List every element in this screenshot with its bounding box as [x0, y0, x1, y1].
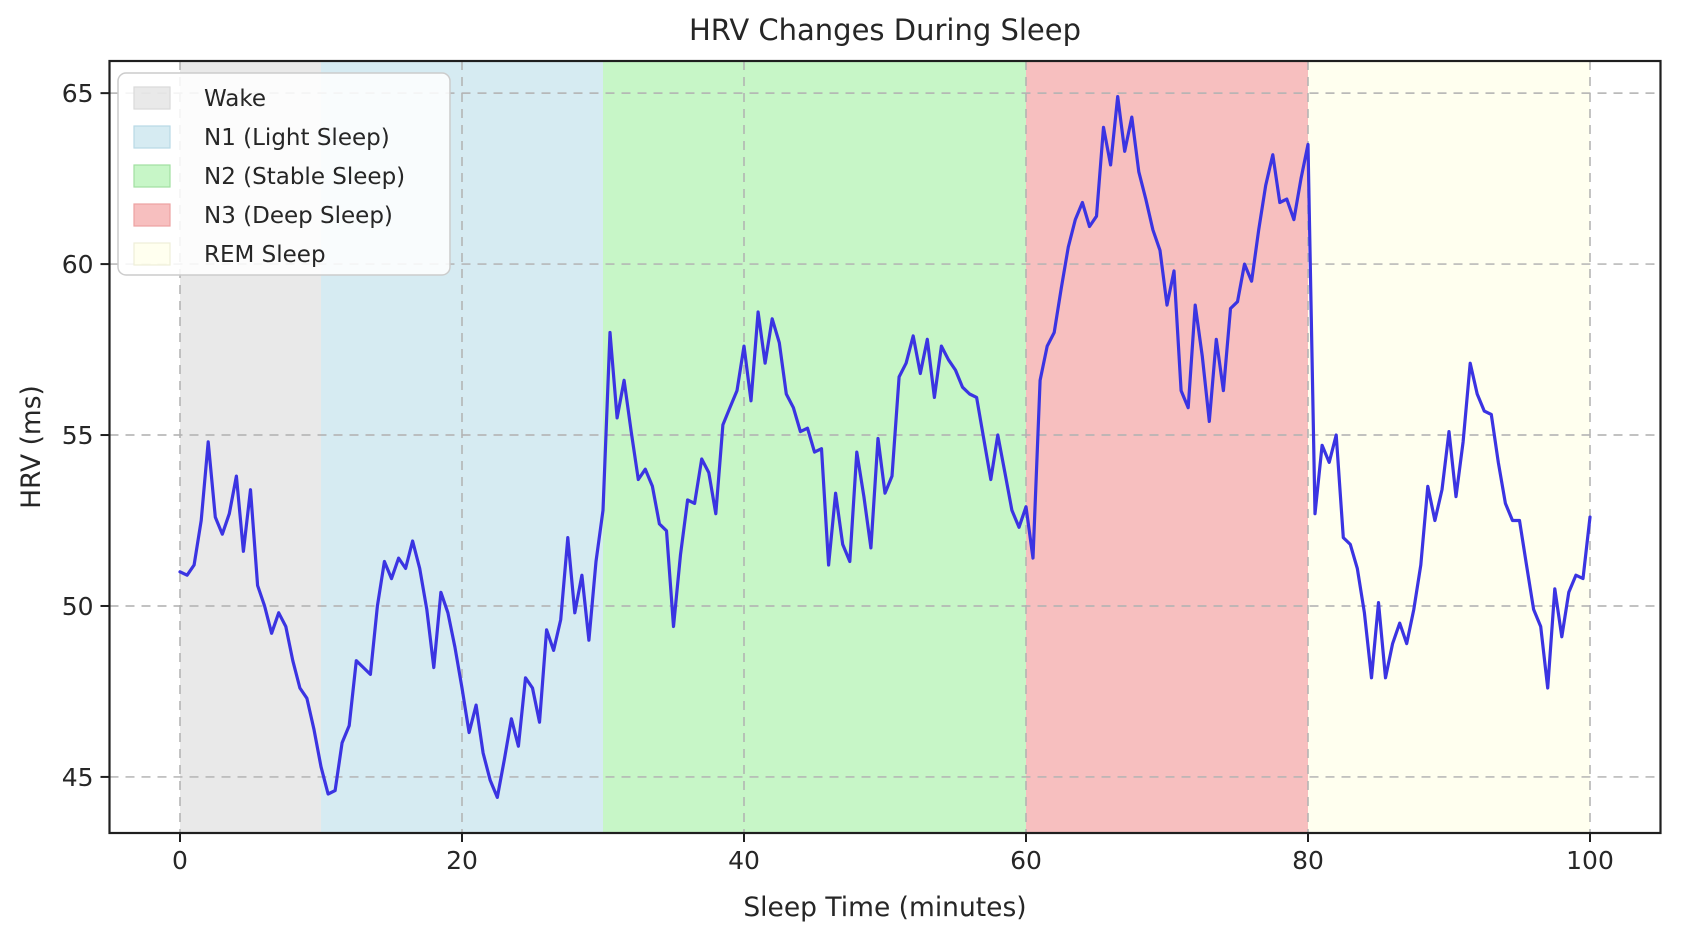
series-layer [178, 94, 1592, 800]
legend-swatch-rem [133, 242, 171, 266]
axes-frame [108, 59, 1662, 835]
y-tick-label-50: 50 [62, 592, 94, 621]
axes-frame-layer [108, 59, 1662, 835]
legend-item-rem: REM Sleep [133, 242, 326, 268]
x-tick-label-40: 40 [728, 846, 760, 875]
y-tick-label-65: 65 [62, 79, 94, 108]
legend-label-rem: REM Sleep [204, 242, 326, 268]
legend-swatch-n3 [133, 203, 171, 227]
y-tick-label-55: 55 [62, 421, 94, 450]
legend-swatch-n2 [133, 164, 171, 188]
legend-item-n2: N2 (Stable Sleep) [133, 164, 405, 190]
legend-item-n1: N1 (Light Sleep) [133, 125, 390, 151]
legend-box [117, 72, 451, 276]
legend-label-n2: N2 (Stable Sleep) [204, 164, 405, 190]
ticks-layer: 0 20 40 60 80 100 45 50 55 60 65 [62, 79, 1614, 875]
x-tick-label-60: 60 [1010, 846, 1042, 875]
x-tick-label-0: 0 [172, 846, 188, 875]
y-tick-label-45: 45 [62, 763, 94, 792]
hrv-line [178, 94, 1592, 800]
legend-label-wake: Wake [204, 86, 266, 112]
y-tick-label-60: 60 [62, 250, 94, 279]
x-tick-label-80: 80 [1292, 846, 1324, 875]
legend: Wake N1 (Light Sleep) N2 (Stable Sleep) N3 … [117, 72, 451, 276]
sleep-stage-band-rem [1308, 61, 1590, 833]
x-tick-label-100: 100 [1566, 846, 1614, 875]
legend-item-wake: Wake [133, 86, 266, 112]
legend-swatch-wake [133, 86, 171, 110]
y-axis-label: HRV (ms) [16, 385, 47, 509]
x-tick-label-20: 20 [446, 846, 478, 875]
legend-swatch-n1 [133, 125, 171, 149]
chart-title: HRV Changes During Sleep [689, 13, 1081, 47]
legend-label-n1: N1 (Light Sleep) [204, 125, 390, 151]
x-axis-label: Sleep Time (minutes) [743, 892, 1026, 923]
legend-item-n3: N3 (Deep Sleep) [133, 203, 393, 229]
legend-label-n3: N3 (Deep Sleep) [204, 203, 393, 229]
sleep-stage-band-n3 [1026, 61, 1308, 833]
